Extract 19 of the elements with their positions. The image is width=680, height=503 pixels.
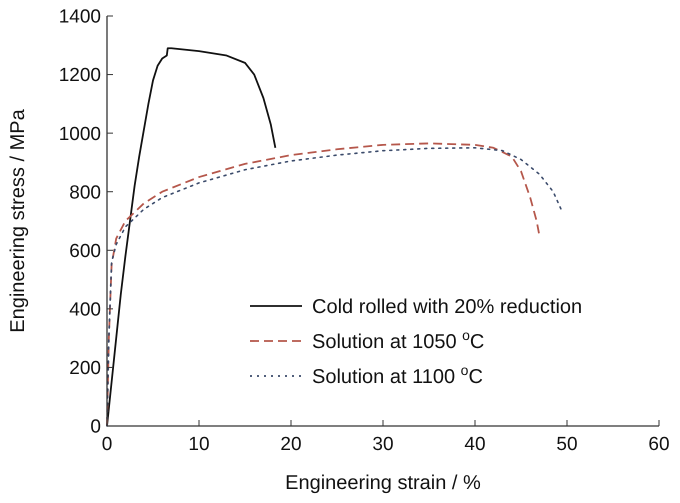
y-axis-title: Engineering stress / MPa <box>7 108 29 333</box>
legend-label: Solution at 1100 $^{o}$C <box>312 362 483 388</box>
y-tick-label: 1400 <box>58 6 101 28</box>
x-tick-label: 20 <box>280 434 302 455</box>
y-tick-label: 600 <box>69 240 101 262</box>
y-tick-label: 1200 <box>58 65 101 86</box>
x-tick-label: 40 <box>464 434 486 455</box>
x-tick-label: 30 <box>372 434 394 455</box>
legend-label: Cold rolled with 20% reduction <box>312 296 582 318</box>
y-tick-label: 0 <box>90 416 101 438</box>
x-tick-label: 60 <box>648 434 670 455</box>
x-axis-title: Engineering strain / % <box>285 472 482 494</box>
y-tick-label: 200 <box>69 358 101 380</box>
y-tick-label: 400 <box>69 300 101 321</box>
x-tick-label: 50 <box>556 434 578 455</box>
legend-label: Solution at 1050 $^{o}$C <box>312 327 484 353</box>
y-tick-label: 800 <box>69 182 101 204</box>
y-tick-label: 1000 <box>58 124 101 145</box>
x-tick-label: 10 <box>188 434 210 455</box>
